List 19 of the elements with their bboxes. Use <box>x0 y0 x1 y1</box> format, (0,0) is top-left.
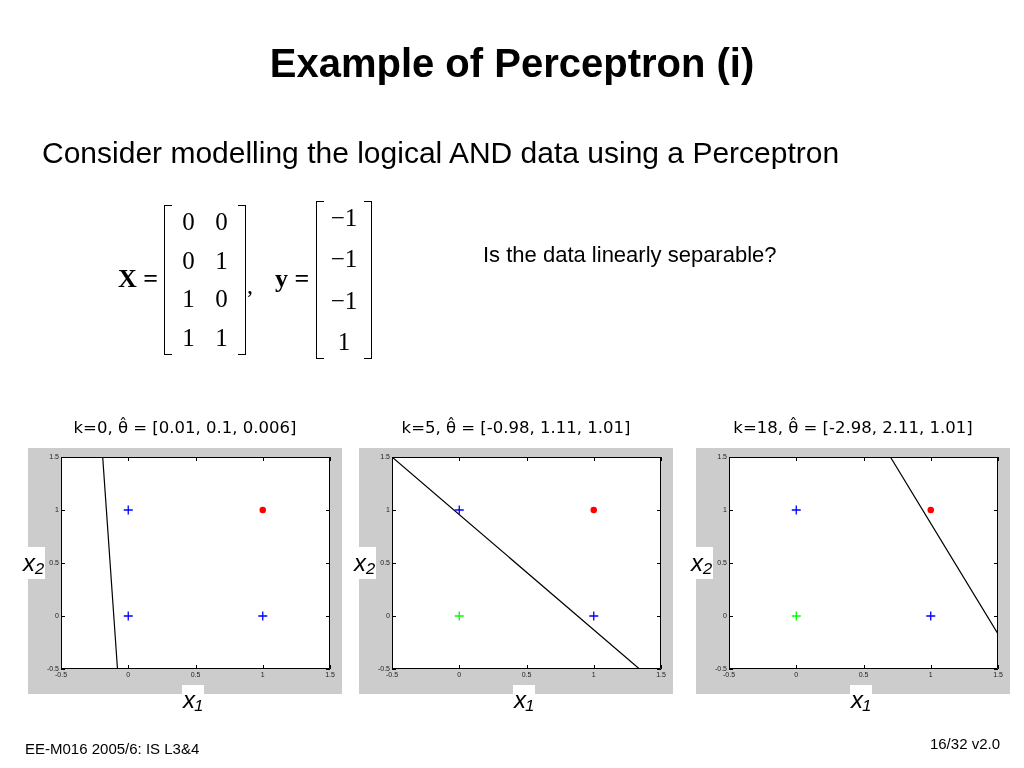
text: Example of Perceptron (i) <box>268 40 756 87</box>
x-axis-title: x₁ <box>513 685 535 715</box>
chart-title: k=5, θ̂ = [-0.98, 1.11, 1.01] <box>400 416 632 439</box>
text: 16/32 v2.0 <box>929 734 1000 754</box>
chart-title: k=0, θ̂ = [0.01, 0.1, 0.006] <box>72 416 298 439</box>
chart-title: k=18, θ̂ = [-2.98, 2.11, 1.01] <box>732 416 974 439</box>
y-axis-title: x₂ <box>690 547 714 579</box>
y-axis-title: x₂ <box>353 547 377 579</box>
x-axis-title: x₁ <box>850 685 872 715</box>
text: Consider modelling the logical AND data using a Perceptron <box>42 135 840 171</box>
text: −1 −1 −1 1 <box>330 203 358 357</box>
text: Is the data linearly separable? <box>483 241 777 269</box>
text: y = <box>275 264 310 294</box>
x-axis-title: x₁ <box>182 685 204 715</box>
text: 0 0 0 1 1 0 1 1 <box>182 207 228 353</box>
y-axis-title: x₂ <box>22 547 46 579</box>
text: EE-M016 2005/6: IS L3&4 <box>25 739 200 759</box>
text: , <box>247 271 253 300</box>
text: X = <box>118 264 159 294</box>
